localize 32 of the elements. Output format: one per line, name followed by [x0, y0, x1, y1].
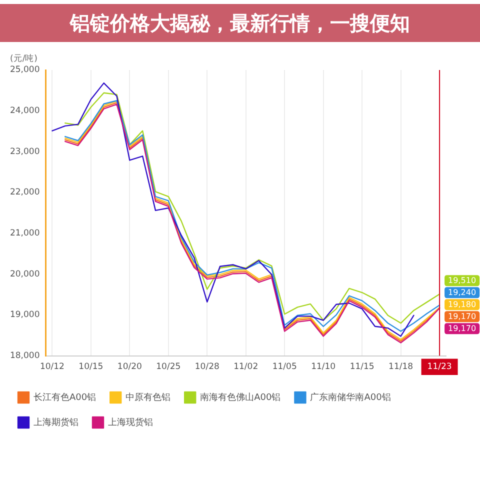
y-tick-label: 25,000 [10, 65, 40, 76]
x-tick-label: 11/05 [272, 362, 297, 372]
legend-label: 上海期货铝 [34, 416, 78, 428]
legend-label: 长江有色A00铝 [34, 392, 96, 403]
x-tick-label: 10/25 [156, 362, 181, 372]
data-label: 19,180 [448, 300, 476, 310]
y-axis-title: (元/吨) [10, 52, 38, 64]
data-label: 19,240 [448, 288, 476, 298]
data-label: 19,170 [448, 324, 476, 334]
chart-title: 铝锭价格大揭秘，最新行情，一搜便知 [0, 4, 480, 42]
x-tick-label: 10/28 [194, 362, 220, 372]
legend-label: 上海现货铝 [108, 416, 153, 428]
y-tick-label: 24,000 [10, 106, 40, 116]
y-tick-label: 22,000 [10, 188, 40, 198]
y-tick-label: 23,000 [10, 146, 40, 157]
x-tick-label: 11/10 [311, 362, 336, 372]
x-tick-label: 11/15 [350, 362, 374, 372]
legend-label: 广东南储华南A00铝 [310, 392, 391, 403]
x-tick-label: 11/23 [427, 362, 452, 372]
y-tick-label: 21,000 [10, 228, 40, 239]
x-tick-label: 10/15 [78, 362, 104, 372]
y-tick-label: 20,000 [10, 269, 40, 280]
x-tick-label: 10/20 [117, 362, 142, 372]
legend-label: 中原有色铝 [126, 392, 171, 403]
data-label: 19,170 [448, 312, 476, 322]
x-tick-label: 10/12 [40, 362, 64, 372]
y-tick-label: 19,000 [10, 310, 40, 320]
x-tick-label: 11/18 [388, 362, 414, 372]
x-tick-label: 11/02 [234, 362, 258, 372]
legend-label: 南海有色佛山A00铝 [200, 392, 281, 403]
data-label: 19,510 [448, 276, 476, 286]
y-tick-label: 18,000 [10, 351, 40, 362]
